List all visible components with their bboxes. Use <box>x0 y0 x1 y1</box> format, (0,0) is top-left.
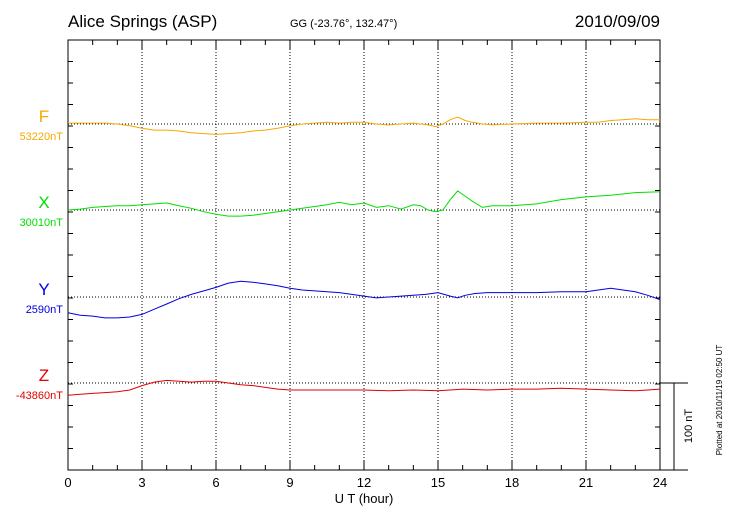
series-labels: F 53220nT X 30010nT Y 2590nT Z -43860nT <box>16 107 63 402</box>
x-tick-label: 18 <box>505 475 519 490</box>
series-baseline-F: 53220nT <box>20 131 64 143</box>
scale-bar <box>660 382 688 471</box>
station-coords: GG (-23.76°, 132.47°) <box>290 18 397 30</box>
axis-ticks <box>67 40 661 470</box>
x-tick-label: 21 <box>579 475 593 490</box>
plot-frame <box>67 39 661 471</box>
series-baseline-X: 30010nT <box>20 217 64 229</box>
plot-date: 2010/09/09 <box>575 12 660 31</box>
plotted-at-note: Plotted at 2010/11/19 02:50 UT <box>715 345 724 456</box>
series-name-F: F <box>39 107 49 126</box>
series-line-F <box>68 116 660 135</box>
x-tick-label: 12 <box>357 475 371 490</box>
x-tick-label: 9 <box>286 475 293 490</box>
series-name-Y: Y <box>38 280 49 299</box>
series-line-X <box>67 190 661 217</box>
series-name-Z: Z <box>39 366 49 385</box>
series-baseline-Y: 2590nT <box>26 304 64 316</box>
x-tick-label: 15 <box>431 475 445 490</box>
series-lines <box>67 116 661 396</box>
station-title: Alice Springs (ASP) <box>68 12 217 31</box>
scale-bar-label: 100 nT <box>683 409 695 444</box>
series-line-Y <box>67 280 661 319</box>
x-tick-label: 24 <box>653 475 667 490</box>
series-baseline-Z: -43860nT <box>16 390 63 402</box>
x-tick-label: 0 <box>64 475 71 490</box>
x-tick-label: 3 <box>138 475 145 490</box>
x-tick-label: 6 <box>212 475 219 490</box>
series-line-Z <box>67 379 661 396</box>
x-axis-label: U T (hour) <box>335 491 394 506</box>
grid-lines <box>68 40 660 470</box>
x-tick-labels: 0 3 6 9 12 15 18 21 24 <box>64 475 667 490</box>
series-name-X: X <box>38 193 49 212</box>
